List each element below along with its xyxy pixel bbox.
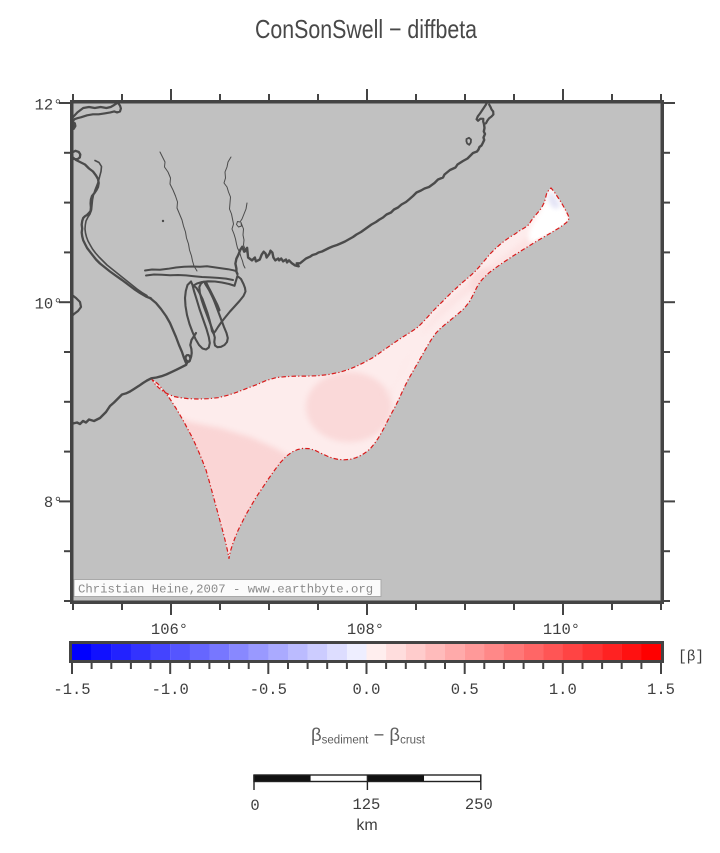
svg-text:ConSonSwell − diffbeta: ConSonSwell − diffbeta <box>255 14 477 44</box>
svg-text:110°: 110° <box>543 621 580 639</box>
svg-text:1.5: 1.5 <box>647 681 675 699</box>
svg-text:108°: 108° <box>347 621 384 639</box>
svg-text:0: 0 <box>250 797 259 815</box>
svg-text:0.5: 0.5 <box>451 681 479 699</box>
svg-text:8°: 8° <box>44 494 63 512</box>
svg-text:125: 125 <box>352 796 380 814</box>
svg-text:250: 250 <box>465 796 493 814</box>
svg-text:-0.5: -0.5 <box>250 681 287 699</box>
svg-text:12°: 12° <box>35 96 63 114</box>
svg-text:Christian Heine,2007 - www.ear: Christian Heine,2007 - www.earthbyte.org <box>78 583 373 597</box>
svg-text:[β]: [β] <box>678 650 704 666</box>
svg-text:-1.0: -1.0 <box>152 681 189 699</box>
svg-text:βsediment − βcrust: βsediment − βcrust <box>311 724 426 747</box>
svg-text:1.0: 1.0 <box>549 681 577 699</box>
svg-text:km: km <box>356 817 377 834</box>
svg-text:0.0: 0.0 <box>353 681 381 699</box>
svg-text:-1.5: -1.5 <box>53 681 90 699</box>
svg-text:10°: 10° <box>35 296 63 314</box>
svg-text:106°: 106° <box>151 621 188 639</box>
